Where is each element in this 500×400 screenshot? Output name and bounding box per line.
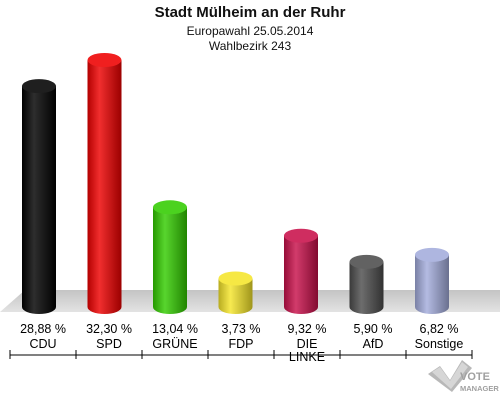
bar-body	[87, 60, 122, 314]
bar-body	[284, 235, 318, 314]
category-label: AfD	[363, 337, 384, 351]
logo-line-2: MANAGER	[460, 384, 499, 393]
category-label: DIE	[297, 337, 318, 351]
checkmark-icon	[428, 360, 472, 392]
logo-line-1: VOTE	[460, 371, 490, 383]
bar-cdu	[22, 79, 56, 314]
bar-top	[218, 271, 253, 286]
value-label: 32,30 %	[86, 322, 132, 336]
bar-sonstige	[415, 247, 449, 314]
bar-afd	[349, 254, 384, 314]
bar-body	[22, 86, 56, 314]
bar-fdp	[218, 271, 253, 314]
value-label: 28,88 %	[20, 322, 66, 336]
category-label: GRÜNE	[152, 337, 197, 351]
bar-top	[349, 254, 384, 269]
chart-subtitle-1: Europawahl 25.05.2014	[187, 24, 314, 38]
value-label: 3,73 %	[222, 322, 261, 336]
bar-body	[218, 278, 253, 314]
value-label: 13,04 %	[152, 322, 198, 336]
bar-spd	[87, 53, 122, 314]
bar-body	[349, 261, 384, 314]
category-label: SPD	[96, 337, 122, 351]
bar-grüne	[153, 200, 187, 314]
bar-top	[153, 200, 187, 215]
category-label: CDU	[29, 337, 56, 351]
category-label: Sonstige	[415, 337, 464, 351]
category-label: FDP	[229, 337, 254, 351]
bar-die-linke	[284, 228, 318, 314]
bar-top	[22, 79, 56, 94]
bar-body	[415, 254, 449, 314]
value-label: 5,90 %	[354, 322, 393, 336]
value-labels: 28,88 % 32,30 % 13,04 % 3,73 % 9,32 % 5,90 % 6…	[20, 322, 458, 336]
bar-top	[415, 247, 449, 262]
chart-subtitle-2: Wahlbezirk 243	[209, 39, 292, 53]
bar-body	[153, 207, 187, 314]
bars	[22, 53, 449, 314]
category-label: LINKE	[289, 350, 325, 364]
vote-manager-logo: VOTE MANAGER	[428, 360, 499, 393]
value-label: 9,32 %	[288, 322, 327, 336]
bar-top	[87, 53, 122, 67]
chart-title: Stadt Mülheim an der Ruhr	[155, 4, 346, 21]
bar-top	[284, 228, 318, 243]
value-label: 6,82 %	[420, 322, 459, 336]
